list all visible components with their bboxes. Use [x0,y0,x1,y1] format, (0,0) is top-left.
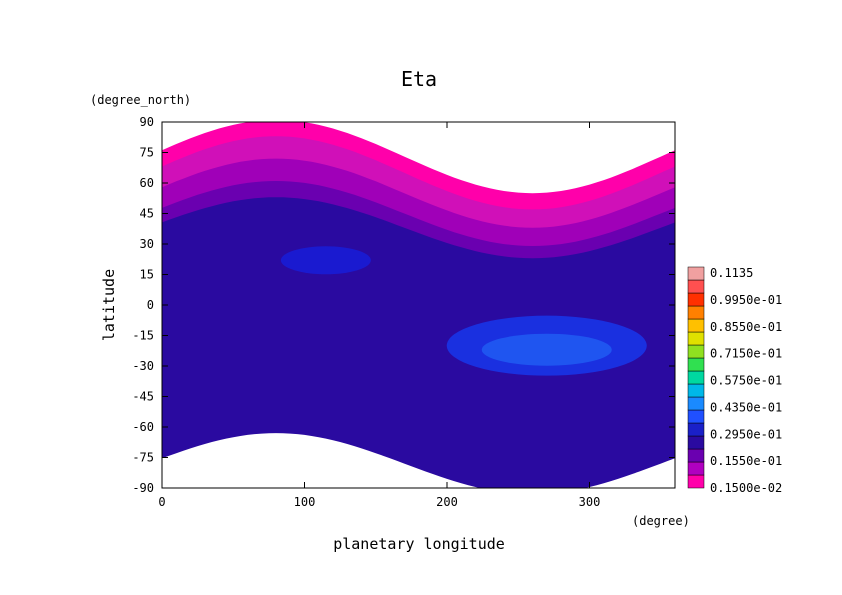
contour-field [162,122,675,488]
x-axis-label: planetary longitude [333,535,505,553]
y-tick-label: 90 [140,115,154,129]
y-axis-label: latitude [100,269,118,341]
colorbar-label: 0.1500e-02 [710,481,782,495]
colorbar-swatch [687,318,705,333]
colorbar-swatch [687,357,705,372]
colorbar-swatch [687,305,705,320]
y-tick-label: -60 [132,420,154,434]
y-unit-label: (degree_north) [90,93,191,107]
colorbar-label: 0.4350e-01 [710,400,782,414]
colorbar-swatch [687,344,705,359]
y-tick-label: -75 [132,451,154,465]
contour-maximum-0 [280,246,371,275]
y-tick-label: -30 [132,359,154,373]
colorbar: 0.1135 0.9950e-01 0.8550e-01 0.7150e-01 0.57… [687,266,782,495]
y-tick-label: 30 [140,237,154,251]
colorbar-label: 0.8550e-01 [710,320,782,334]
colorbar-label: 0.5750e-01 [710,374,782,388]
contour-maximum-2 [481,333,612,366]
colorbar-swatch [687,383,705,398]
x-tick-label: 300 [579,495,601,509]
colorbar-swatch [687,279,705,294]
x-tick-label: 0 [158,495,165,509]
y-tick-label: 45 [140,207,154,221]
y-tick-label: -90 [132,481,154,495]
colorbar-label: 0.9950e-01 [710,293,782,307]
x-tick-label: 200 [436,495,458,509]
colorbar-swatch [687,461,705,476]
y-tick-label: -15 [132,329,154,343]
colorbar-swatch [687,292,705,307]
colorbar-label: 0.1550e-01 [710,454,782,468]
x-unit-label: (degree) [632,514,690,528]
colorbar-swatch [687,474,705,489]
y-tick-label: 60 [140,176,154,190]
colorbar-label: 0.2950e-01 [710,427,782,441]
colorbar-swatch [687,396,705,411]
colorbar-label: 0.7150e-01 [710,347,782,361]
y-tick-label: -45 [132,390,154,404]
colorbar-label: 0.1135 [710,266,753,280]
colorbar-swatch [687,266,705,281]
colorbar-swatch [687,331,705,346]
y-tick-label: 0 [147,298,154,312]
colorbar-swatch [687,409,705,424]
colorbar-swatch [687,370,705,385]
colorbar-swatch [687,435,705,450]
y-axis: 90 75 60 45 30 15 0 -15 -30 -45 -60 -75 -90 [132,115,675,495]
colorbar-swatch [687,448,705,463]
x-tick-label: 100 [294,495,316,509]
y-tick-label: 15 [140,268,154,282]
x-axis: 0 100 200 300 [158,122,600,509]
y-tick-label: 75 [140,146,154,160]
contour-band-4 [162,197,675,488]
colorbar-swatch [687,422,705,437]
chart-title: Eta [401,67,437,91]
